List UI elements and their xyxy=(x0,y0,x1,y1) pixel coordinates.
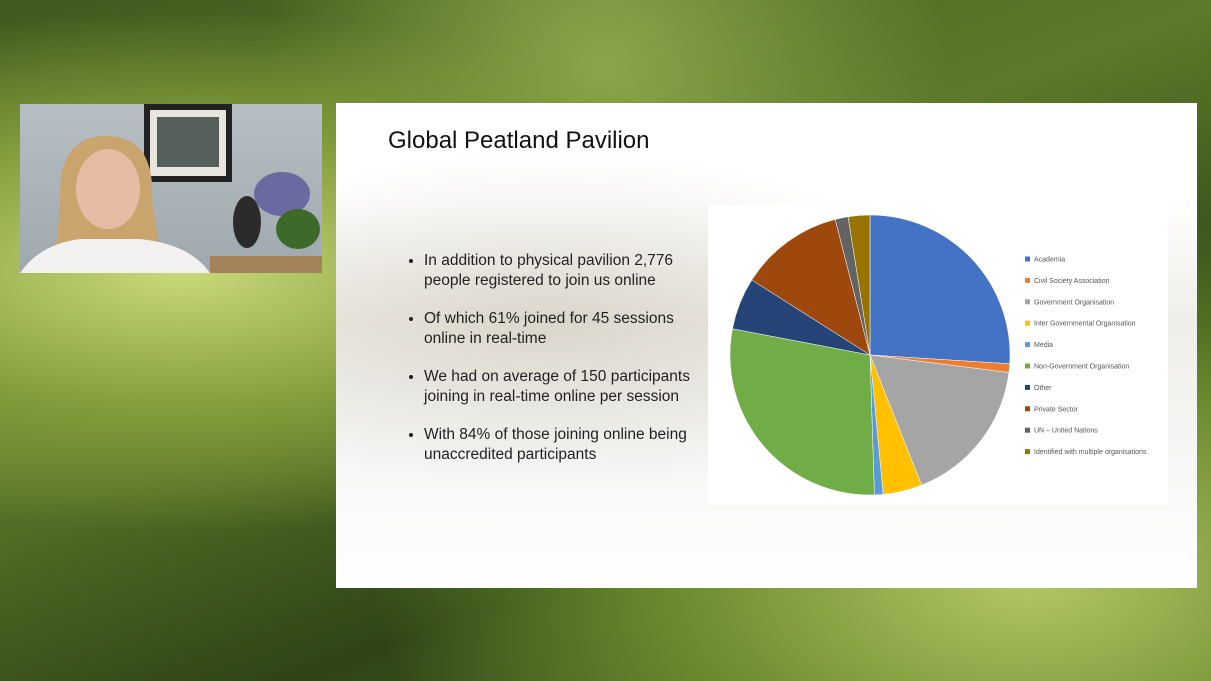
pie-slice xyxy=(847,214,871,356)
legend-label: Inter Governmental Organisation xyxy=(1034,321,1136,328)
slide: Global Peatland Pavilion In addition to … xyxy=(336,103,1197,588)
legend-swatch xyxy=(1025,363,1030,369)
legend-label: Civil Society Association xyxy=(1034,278,1110,285)
legend-label: Academia xyxy=(1034,257,1065,264)
pie-slice xyxy=(869,214,1011,365)
chart: Academia Civil Society Association Governm… xyxy=(708,205,1168,505)
legend-swatch xyxy=(1025,427,1030,433)
legend-swatch xyxy=(1025,384,1030,390)
pie-slice xyxy=(751,219,871,356)
webcam-feed xyxy=(20,104,322,273)
bullet: Of which 61% joined for 45 sessions onli… xyxy=(424,309,714,349)
legend-swatch xyxy=(1025,277,1030,283)
legend-label: Government Organisation xyxy=(1034,299,1114,306)
legend-swatch xyxy=(1025,449,1030,455)
legend-label: Identified with multiple organisations xyxy=(1034,449,1147,456)
webcam-scene xyxy=(20,104,322,273)
legend-label: Non-Government Organisation xyxy=(1034,364,1129,371)
legend-label: UN – United Nations xyxy=(1034,428,1098,435)
pie-slice xyxy=(729,328,875,496)
pie-slice xyxy=(869,354,1010,486)
bullet-list: In addition to physical pavilion 2,776 p… xyxy=(404,251,714,483)
bullet: With 84% of those joining online being u… xyxy=(424,425,714,465)
legend-label: Media xyxy=(1034,342,1053,349)
legend-swatch xyxy=(1025,299,1030,305)
bullet: In addition to physical pavilion 2,776 p… xyxy=(424,251,714,291)
legend-swatch xyxy=(1025,342,1030,348)
legend-label: Private Sector xyxy=(1034,406,1079,413)
legend-swatch xyxy=(1025,320,1030,326)
slide-title: Global Peatland Pavilion xyxy=(388,127,650,154)
legend-label: Other xyxy=(1034,385,1052,392)
legend-swatch xyxy=(1025,406,1030,412)
bullet: We had on average of 150 participants jo… xyxy=(424,367,714,407)
legend-swatch xyxy=(1025,256,1030,262)
